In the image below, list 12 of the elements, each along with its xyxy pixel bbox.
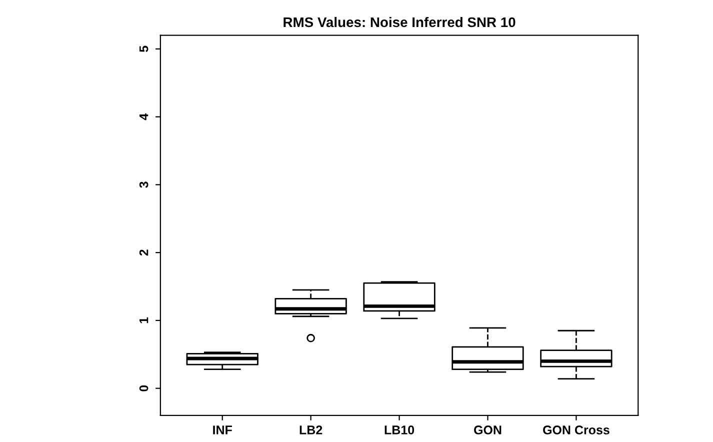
chart-title: RMS Values: Noise Inferred SNR 10	[284, 16, 516, 28]
y-tick-label: 3	[139, 182, 148, 188]
x-tick-label: LB10	[384, 426, 414, 434]
y-tick-label: 0	[139, 385, 148, 392]
x-tick-label: GON Cross	[543, 426, 610, 434]
y-tick-label: 1	[140, 317, 148, 324]
x-tick-label: INF	[213, 426, 232, 434]
x-tick-label: GON	[474, 426, 502, 434]
y-tick-label: 4	[140, 113, 148, 120]
x-tick-label: LB2	[300, 426, 322, 434]
y-tick-label: 2	[139, 250, 148, 256]
y-tick-label: 5	[140, 46, 148, 52]
